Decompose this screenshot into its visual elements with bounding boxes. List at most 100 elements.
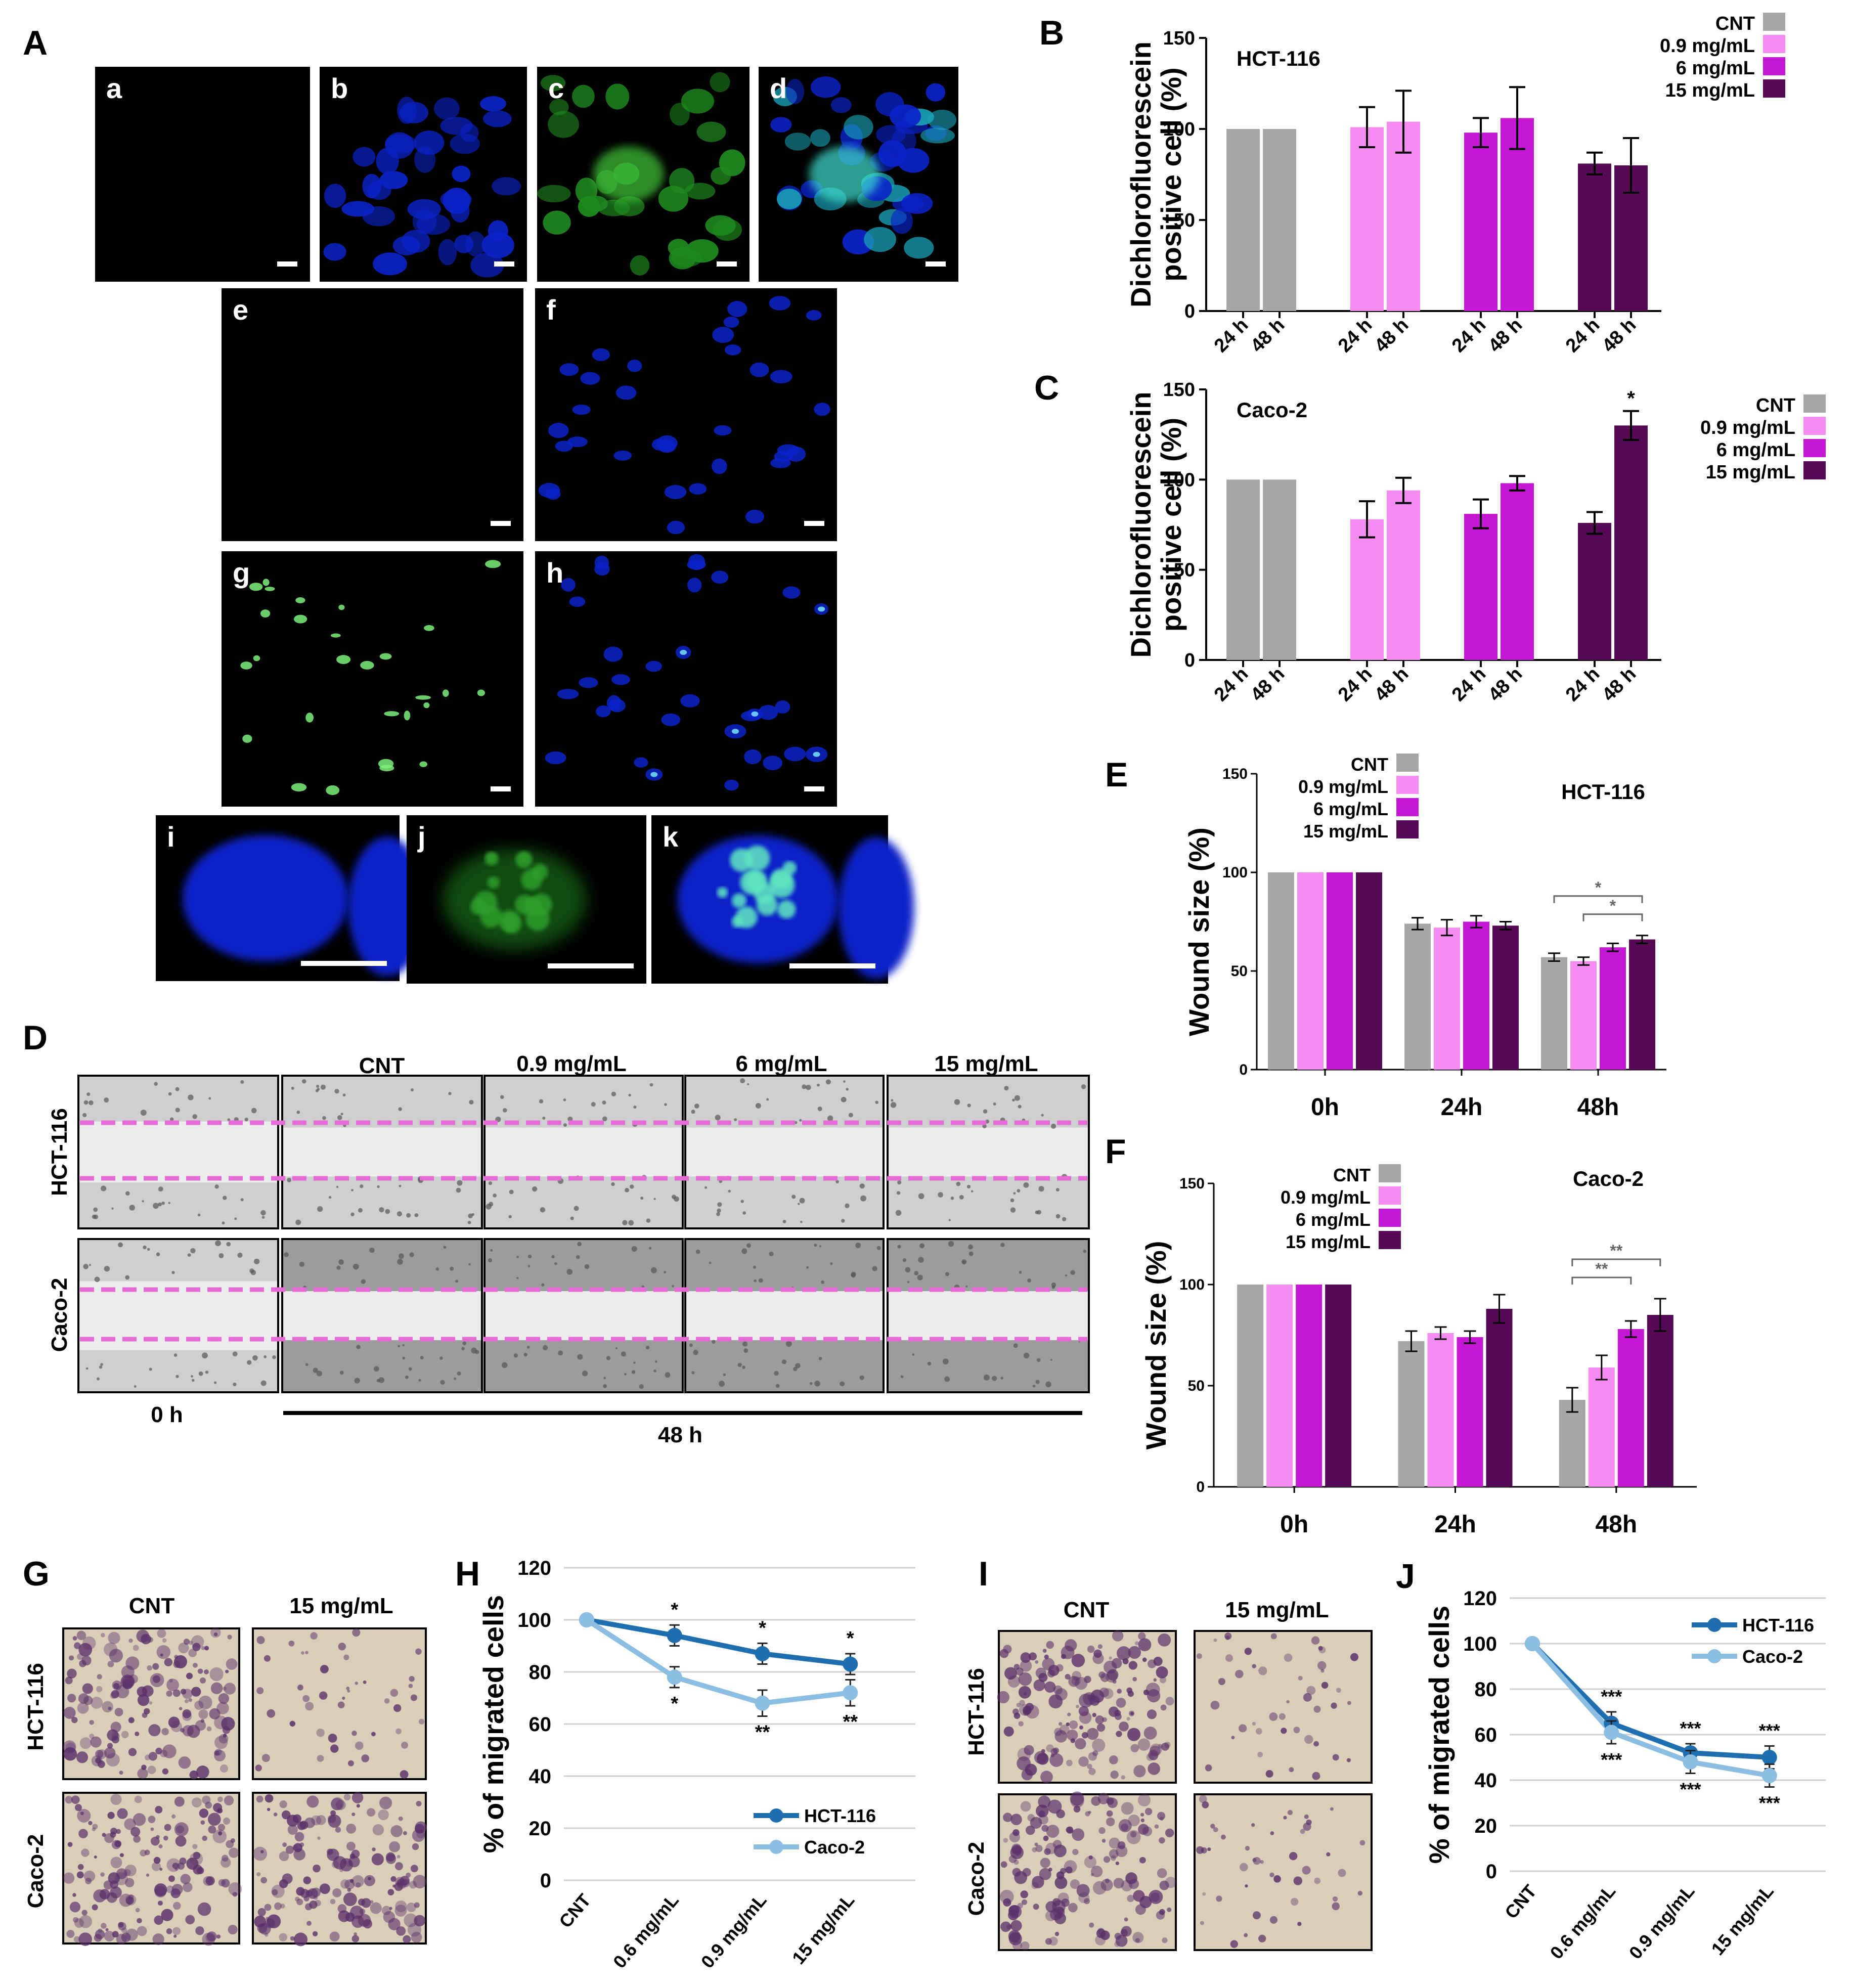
nucleus xyxy=(373,252,408,276)
significance-mark: ** xyxy=(755,1722,770,1743)
cell-speck xyxy=(715,1115,721,1121)
stained-cell xyxy=(309,1900,318,1909)
wound-gap xyxy=(283,1127,481,1177)
stained-cell xyxy=(1154,1824,1159,1829)
stained-cell xyxy=(1253,1857,1261,1865)
cell-speck xyxy=(948,1241,954,1247)
stained-cell xyxy=(137,1918,142,1924)
stained-cell xyxy=(1008,1855,1017,1863)
cell-speck xyxy=(420,1356,424,1360)
panel-label-G: G xyxy=(23,1555,50,1593)
cell-speck xyxy=(468,1213,473,1219)
cell-speck xyxy=(251,1108,257,1114)
cell-speck xyxy=(526,1345,530,1349)
stained-cell xyxy=(260,1850,264,1853)
green-spot xyxy=(415,695,431,700)
stained-cell xyxy=(217,1796,223,1802)
cell-speck xyxy=(919,1243,924,1249)
stained-cell xyxy=(409,1881,417,1889)
cell-speck xyxy=(435,1267,439,1271)
cell-speck xyxy=(85,1367,89,1370)
stained-cell xyxy=(289,1720,296,1727)
stained-cell xyxy=(110,1721,121,1733)
cell-speck xyxy=(740,1200,744,1203)
stained-cell xyxy=(372,1847,376,1851)
stained-cell xyxy=(1109,1656,1112,1660)
nucleus xyxy=(399,102,428,123)
stained-cell xyxy=(1040,1771,1053,1783)
cell-speck xyxy=(409,1252,414,1257)
cell-speck xyxy=(214,1381,217,1384)
stained-cell xyxy=(1132,1676,1137,1682)
nucleus xyxy=(775,700,790,714)
nucleus xyxy=(806,310,822,321)
stained-cell xyxy=(156,1645,170,1659)
cell-speck xyxy=(674,1196,679,1202)
green-spot xyxy=(424,625,434,631)
cell-speck xyxy=(872,1266,877,1271)
stained-cell xyxy=(1244,1647,1252,1655)
stained-cell xyxy=(152,1933,164,1946)
stained-cell xyxy=(1026,1825,1035,1835)
stained-cell xyxy=(104,1642,118,1657)
nucleus xyxy=(711,570,729,584)
micrograph-label: h xyxy=(546,557,563,589)
bar xyxy=(1356,872,1382,1070)
nucleus xyxy=(928,109,957,130)
micrograph-d: d xyxy=(759,67,958,282)
nucleus xyxy=(597,199,630,216)
stained-cell xyxy=(63,1707,76,1719)
cell-speck xyxy=(468,1263,471,1266)
cell-glow xyxy=(443,849,587,950)
stained-cell xyxy=(1144,1807,1153,1816)
stained-cell xyxy=(214,1750,219,1756)
stained-cell xyxy=(267,1807,271,1812)
nucleus xyxy=(724,779,739,791)
cell-speck xyxy=(489,1202,494,1207)
stained-cell xyxy=(104,1930,115,1941)
cell-speck xyxy=(695,1249,700,1254)
green-spot xyxy=(249,583,263,591)
nucleus xyxy=(555,440,573,452)
stained-cell xyxy=(116,1933,127,1945)
stained-cell xyxy=(337,1904,347,1913)
vesicle xyxy=(731,893,746,908)
stained-cell xyxy=(348,1856,360,1868)
stained-cell xyxy=(166,1690,172,1697)
cell-speck xyxy=(385,1209,390,1214)
stained-cell xyxy=(1067,1712,1071,1716)
y-tick-label: 100 xyxy=(1163,469,1195,491)
stained-cell xyxy=(1066,1759,1073,1766)
nucleus xyxy=(814,403,830,416)
stained-cell xyxy=(290,1936,295,1941)
stained-cell xyxy=(204,1669,209,1674)
vesicle xyxy=(717,887,728,898)
stained-cell xyxy=(1289,1767,1294,1773)
significance-mark: *** xyxy=(1680,1779,1701,1800)
legend-label: 0.9 mg/mL xyxy=(1281,1187,1371,1208)
cell-speck xyxy=(1013,1343,1018,1348)
stained-cell xyxy=(279,1851,289,1862)
cell-speck xyxy=(577,1242,582,1247)
stained-cell xyxy=(1156,1911,1165,1920)
stained-cell xyxy=(1331,1702,1337,1709)
stained-cell xyxy=(1126,1830,1141,1844)
stained-cell xyxy=(1148,1750,1159,1760)
x-tick-label: 48 h xyxy=(1247,664,1289,705)
stained-cell xyxy=(219,1764,229,1773)
stained-cell xyxy=(110,1793,122,1805)
cell-speck xyxy=(99,1365,103,1369)
stained-cell xyxy=(403,1831,407,1835)
stained-cell xyxy=(1046,1825,1060,1838)
cell-speck xyxy=(1004,1086,1009,1091)
stained-cell xyxy=(158,1901,163,1906)
cell-speck xyxy=(645,1345,650,1350)
stained-cell xyxy=(351,1849,360,1859)
stained-cell xyxy=(310,1632,318,1640)
cell-speck xyxy=(818,1357,822,1360)
stained-cell xyxy=(168,1875,175,1882)
cell-speck xyxy=(260,1380,267,1386)
stained-cell xyxy=(118,1922,124,1928)
stained-cell xyxy=(1207,1847,1211,1851)
cell-speck xyxy=(602,1100,606,1105)
